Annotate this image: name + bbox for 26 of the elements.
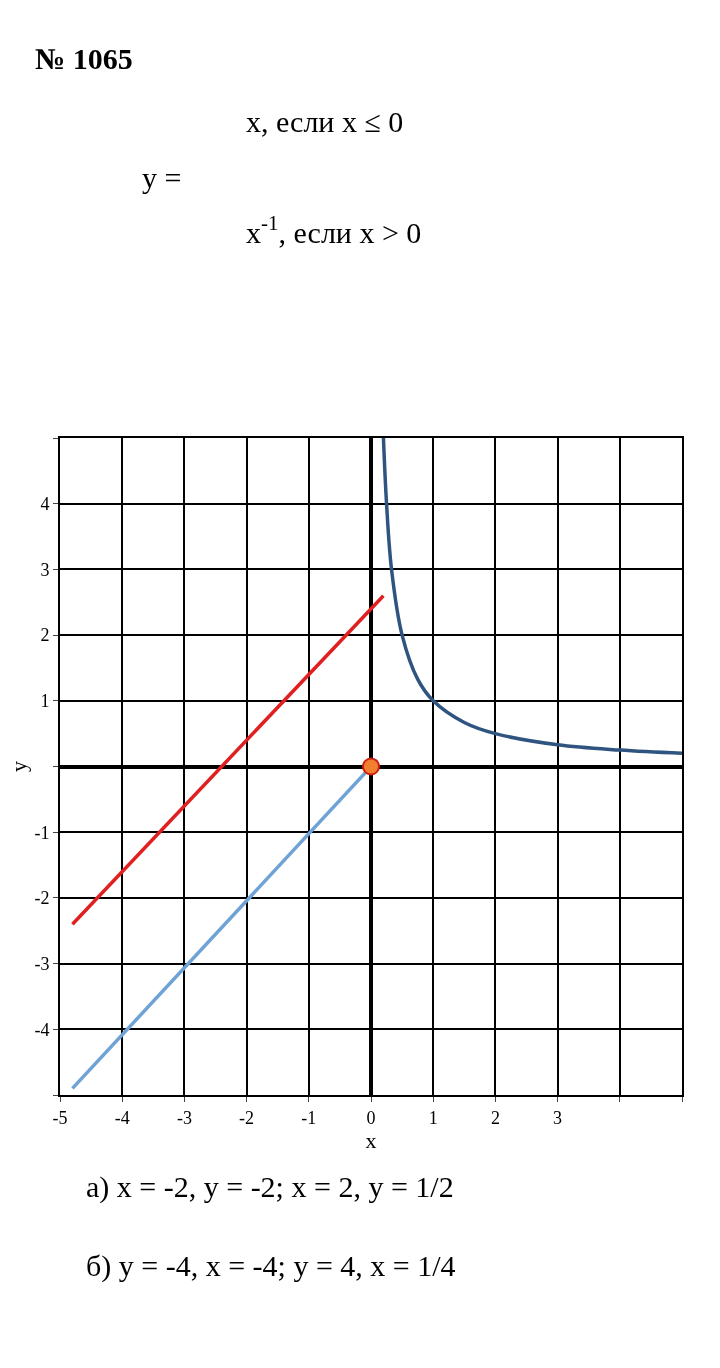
y-tick-label: 3 <box>40 559 50 580</box>
y-tick-label: 4 <box>40 494 50 514</box>
x-tick-label: -2 <box>239 1107 255 1128</box>
line-series <box>381 438 682 756</box>
x-tick-label: 2 <box>490 1107 500 1128</box>
x-tick-label: -1 <box>301 1107 317 1128</box>
text: y = <box>142 161 182 194</box>
x-tick-label: -4 <box>114 1107 130 1128</box>
x-tick-label: 1 <box>428 1107 438 1128</box>
y-tick-label: 2 <box>40 625 50 646</box>
x-tick-label: -3 <box>176 1107 192 1128</box>
chart-title: № 1065 <box>35 41 133 75</box>
y-tick-label: 1 <box>40 691 50 712</box>
x-axis-title: x <box>365 1127 377 1153</box>
text: а) x = -2, y = -2; x = 2, y = 1/2 <box>86 1170 454 1204</box>
y-tick-label: -2 <box>34 888 50 909</box>
x-tick-label: -5 <box>52 1107 68 1128</box>
text: б) y = -4, x = -4; y = 4, x = 1/4 <box>86 1249 456 1283</box>
text: x, если x ≤ 0 <box>246 105 404 138</box>
y-axis-title: y <box>5 761 31 772</box>
y-tick-label: -4 <box>34 1019 50 1040</box>
y-tick-label: -1 <box>34 822 50 843</box>
x-tick-label: 0 <box>366 1107 376 1128</box>
text: x$^{-1}$, если x > 0 <box>246 211 422 249</box>
y-tick-label: -3 <box>34 953 50 974</box>
x-tick-label: 3 <box>553 1107 563 1128</box>
